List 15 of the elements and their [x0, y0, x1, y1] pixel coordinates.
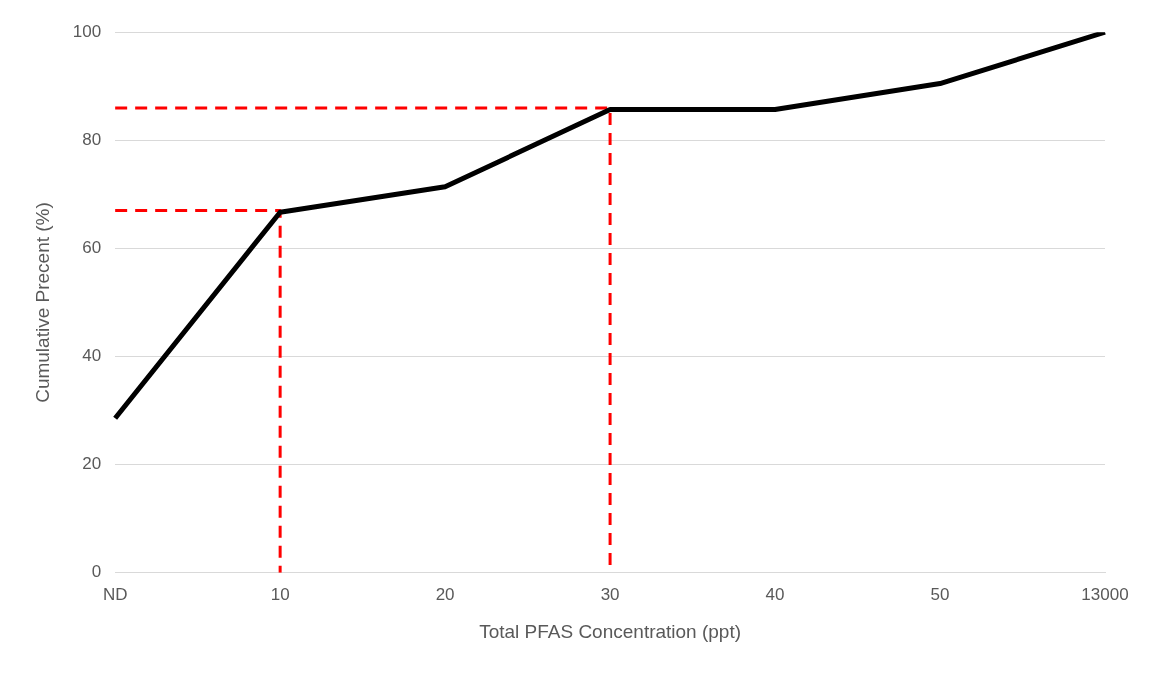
x-tick-label: 10 [270, 584, 290, 604]
y-axis-title: Cumulative Precent (%) [31, 202, 53, 403]
y-tick-label: 80 [82, 130, 102, 150]
x-tick-label: 50 [930, 584, 950, 604]
x-tick-label: 40 [765, 584, 785, 604]
x-tick-label: 30 [600, 584, 620, 604]
y-tick-label: 40 [82, 346, 102, 366]
y-tick-label: 20 [82, 454, 102, 474]
x-axis-title: Total PFAS Concentration (ppt) [479, 620, 742, 642]
x-tick-label: 13000 [1081, 584, 1129, 604]
x-tick-label: ND [102, 584, 128, 604]
y-tick-label: 60 [82, 238, 102, 258]
y-tick-label: 0 [91, 562, 102, 582]
y-tick-label: 100 [72, 21, 102, 41]
x-tick-label: 20 [435, 584, 455, 604]
